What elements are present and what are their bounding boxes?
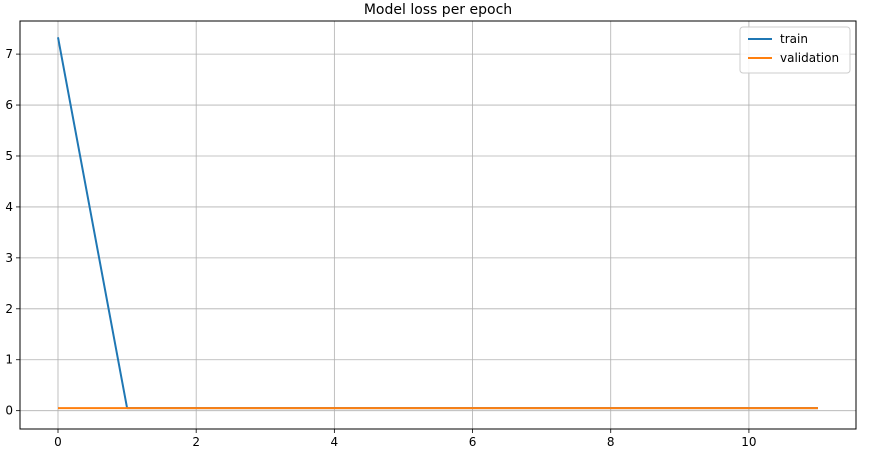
x-tick-label: 10 bbox=[741, 435, 756, 449]
legend: train validation bbox=[739, 26, 851, 74]
y-tick-label: 1 bbox=[5, 353, 13, 367]
x-tick-label: 8 bbox=[607, 435, 615, 449]
y-tick-label: 0 bbox=[5, 404, 13, 418]
x-tick-label: 2 bbox=[192, 435, 200, 449]
y-tick-label: 5 bbox=[5, 149, 13, 163]
axis-ticks: 0 2 4 6 8 10 0 1 2 3 4 5 6 7 bbox=[5, 47, 756, 449]
y-tick-label: 4 bbox=[5, 200, 13, 214]
y-tick-label: 7 bbox=[5, 47, 13, 61]
series-line-train bbox=[57, 37, 818, 410]
plot-frame bbox=[19, 20, 857, 430]
y-tick-label: 2 bbox=[5, 302, 13, 316]
grid bbox=[20, 21, 856, 429]
legend-label-train: train bbox=[780, 32, 808, 46]
chart-title: Model loss per epoch bbox=[364, 2, 512, 18]
legend-label-validation: validation bbox=[780, 51, 839, 65]
x-tick-label: 4 bbox=[331, 435, 339, 449]
series-lines bbox=[57, 37, 818, 410]
x-tick-label: 6 bbox=[469, 435, 477, 449]
y-tick-label: 3 bbox=[5, 251, 13, 265]
x-tick-label: 0 bbox=[54, 435, 62, 449]
y-tick-label: 6 bbox=[5, 98, 13, 112]
